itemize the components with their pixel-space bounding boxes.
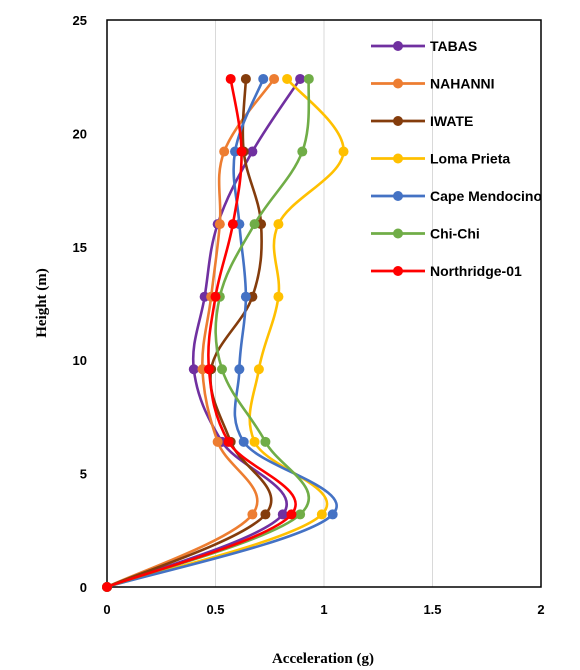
data-point-tabas (188, 364, 199, 375)
data-point-cape-mendocino (240, 291, 251, 302)
legend-label: TABAS (430, 38, 477, 54)
x-tick-label: 1.5 (423, 602, 441, 617)
series-line-chi-chi (106, 78, 311, 589)
data-point-loma-prieta (316, 509, 327, 520)
data-point-chi-chi (217, 364, 228, 375)
legend-label: Cape Mendocino (430, 188, 542, 204)
x-axis-ticks: 0 0.5 1 1.5 2 (103, 602, 544, 617)
data-point-tabas (295, 73, 306, 84)
y-tick-label: 20 (73, 126, 87, 141)
data-point-northridge-01 (236, 146, 247, 157)
data-point-chi-chi (249, 219, 260, 230)
data-point-nahanni (247, 509, 258, 520)
series-line-loma-prieta (106, 78, 345, 589)
series-northridge-01 (102, 73, 297, 592)
legend-marker (393, 153, 403, 164)
data-point-northridge-01 (102, 582, 112, 592)
y-tick-label: 15 (73, 240, 87, 255)
x-tick-label: 0.5 (206, 602, 224, 617)
data-point-loma-prieta (273, 219, 284, 230)
data-point-cape-mendocino (258, 73, 269, 84)
y-tick-label: 0 (80, 580, 87, 595)
data-point-northridge-01 (210, 291, 221, 302)
legend-item-tabas: TABAS (371, 38, 477, 54)
data-point-chi-chi (295, 509, 306, 520)
data-point-cape-mendocino (234, 364, 245, 375)
y-tick-label: 5 (80, 467, 87, 482)
data-point-chi-chi (303, 73, 314, 84)
data-point-cape-mendocino (327, 509, 338, 520)
series-group (102, 73, 349, 592)
legend-item-northridge-01: Northridge-01 (371, 263, 522, 279)
y-axis-label: Height (m) (34, 268, 50, 338)
data-point-northridge-01 (286, 509, 297, 520)
data-point-northridge-01 (227, 219, 238, 230)
data-point-chi-chi (260, 436, 271, 447)
series-loma-prieta (102, 73, 349, 592)
legend-marker (393, 228, 403, 239)
data-point-loma-prieta (249, 436, 260, 447)
legend-marker (393, 41, 403, 51)
legend: TABAS NAHANNI IWATE Loma Prieta Cape Mendoci… (371, 38, 542, 279)
data-point-loma-prieta (253, 364, 264, 375)
x-tick-label: 0 (103, 602, 110, 617)
data-point-iwate (240, 73, 251, 84)
legend-label: NAHANNI (430, 76, 495, 92)
plot-frame (106, 19, 542, 588)
data-point-northridge-01 (225, 73, 236, 84)
y-tick-label: 10 (73, 353, 87, 368)
data-point-chi-chi (297, 146, 308, 157)
data-point-northridge-01 (203, 364, 214, 375)
legend-marker (393, 116, 403, 126)
series-line-tabas (106, 78, 302, 589)
legend-label: IWATE (430, 113, 473, 129)
y-axis-ticks: 0 5 10 15 20 25 (73, 13, 87, 595)
legend-label: Northridge-01 (430, 263, 522, 279)
data-point-loma-prieta (282, 73, 293, 84)
legend-item-loma-prieta: Loma Prieta (371, 151, 510, 167)
data-point-nahanni (269, 73, 280, 84)
legend-item-nahanni: NAHANNI (371, 76, 495, 92)
x-axis-label: Acceleration (g) (272, 651, 374, 667)
legend-marker (393, 266, 403, 276)
data-point-tabas (277, 509, 288, 520)
series-tabas (102, 73, 306, 592)
data-point-northridge-01 (223, 436, 234, 447)
data-point-loma-prieta (338, 146, 349, 157)
legend-label: Chi-Chi (430, 226, 480, 242)
legend-label: Loma Prieta (430, 151, 510, 167)
legend-item-chi-chi: Chi-Chi (371, 226, 480, 242)
y-tick-label: 25 (73, 13, 87, 28)
x-tick-label: 2 (537, 602, 544, 617)
data-point-cape-mendocino (238, 436, 249, 447)
data-point-nahanni (214, 219, 225, 230)
legend-marker (393, 78, 403, 89)
data-point-iwate (260, 509, 271, 520)
data-point-nahanni (219, 146, 230, 157)
x-tick-label: 1 (320, 602, 327, 617)
series-line-iwate (106, 78, 273, 589)
data-point-loma-prieta (273, 291, 284, 302)
data-point-tabas (247, 146, 258, 157)
legend-item-cape-mendocino: Cape Mendocino (371, 188, 542, 204)
legend-marker (393, 191, 403, 201)
legend-item-iwate: IWATE (371, 113, 473, 129)
data-point-nahanni (212, 436, 223, 447)
